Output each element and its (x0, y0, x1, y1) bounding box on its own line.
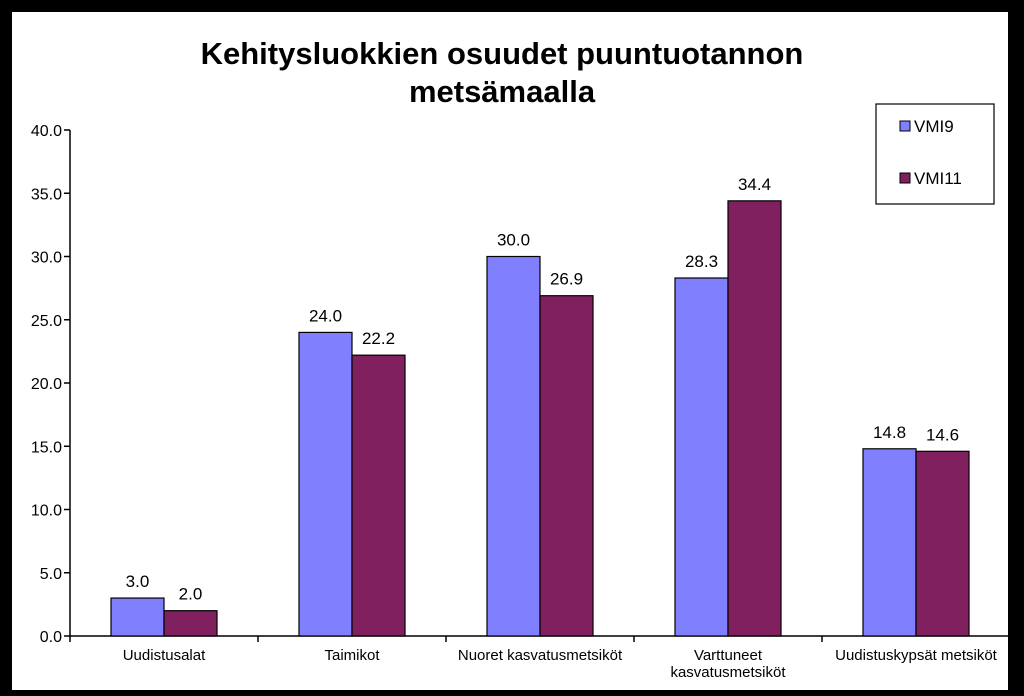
data-label: 3.0 (126, 572, 150, 591)
legend-label: VMI9 (914, 117, 954, 136)
legend-swatch (899, 120, 911, 132)
y-axis: 0.0 5.0 10.0 15.0 20.0 25.0 30.0 35.0 40.0 (31, 123, 71, 646)
bar-vmi11 (163, 610, 218, 637)
data-label: 28.3 (685, 252, 718, 271)
y-tick-label: 5.0 (40, 566, 62, 583)
chart-title: Kehitysluokkien osuudet puuntuotannonmet… (201, 36, 804, 109)
chart-title-line: metsämaalla (409, 74, 596, 109)
bar-vmi9 (674, 277, 729, 637)
bar-vmi9 (486, 255, 541, 637)
legend-box (875, 103, 995, 205)
x-tick-label: Nuoret kasvatusmetsiköt (458, 647, 623, 664)
x-tick-label: Varttuneet (694, 647, 763, 664)
x-tick-label: Uudistuskypsät metsiköt (835, 647, 998, 664)
y-tick-label: 0.0 (40, 629, 62, 646)
x-axis: Uudistusalat Taimikot Nuoret kasvatusmetsi… (69, 635, 1011, 681)
y-tick-label: 15.0 (31, 439, 62, 456)
bar-vmi11 (539, 295, 594, 637)
bar-vmi11 (727, 200, 782, 637)
x-tick-label: Uudistusalat (123, 647, 206, 664)
legend-label: VMI11 (914, 169, 962, 188)
data-label: 22.2 (362, 329, 395, 348)
data-label: 14.8 (873, 423, 906, 442)
y-tick-label: 20.0 (31, 376, 62, 393)
chart-title-line: Kehitysluokkien osuudet puuntuotannon (201, 36, 804, 71)
data-label: 34.4 (738, 175, 771, 194)
y-tick-label: 40.0 (31, 123, 62, 140)
x-tick-label: Taimikot (324, 647, 380, 664)
bar-vmi9 (298, 331, 353, 637)
y-tick-label: 10.0 (31, 503, 62, 520)
data-labels: 3.0 2.0 24.0 22.2 30.0 26.9 28.3 34.4 14.8 14.6 (126, 175, 959, 604)
bar-vmi11 (351, 354, 406, 637)
data-label: 30.0 (497, 231, 530, 250)
legend: VMI9 VMI11 (875, 103, 995, 205)
data-label: 26.9 (550, 270, 583, 289)
bars (110, 200, 970, 637)
bar-vmi11 (915, 450, 970, 637)
y-tick-label: 30.0 (31, 250, 62, 267)
data-label: 14.6 (926, 425, 959, 444)
x-tick-label: kasvatusmetsiköt (670, 664, 786, 681)
legend-swatch (899, 172, 911, 184)
y-tick-label: 25.0 (31, 313, 62, 330)
data-label: 2.0 (179, 585, 203, 604)
bar-vmi9 (862, 448, 917, 637)
y-tick-label: 35.0 (31, 186, 62, 203)
bar-vmi9 (110, 597, 165, 637)
data-label: 24.0 (309, 306, 342, 325)
